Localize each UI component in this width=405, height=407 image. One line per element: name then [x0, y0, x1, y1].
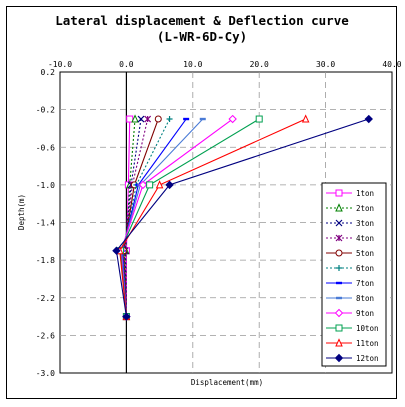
y-tick-label: 0.2: [41, 68, 56, 77]
data-point: [335, 324, 343, 332]
y-tick-label: -2.2: [36, 294, 55, 303]
data-point: [122, 312, 131, 321]
data-point: [335, 338, 343, 347]
y-tick-label: -1.8: [36, 256, 55, 265]
data-point: [336, 296, 342, 300]
x-tick-label: 20.0: [250, 60, 269, 69]
legend-item: 1ton: [326, 189, 374, 198]
legend-label: 6ton: [356, 264, 374, 273]
data-point: [228, 114, 237, 124]
x-tick-label: 40.0: [382, 60, 401, 69]
data-point: [155, 180, 164, 189]
data-point: [154, 115, 162, 123]
x-axis-label: Displacement(mm): [191, 378, 263, 387]
series-layer: [112, 114, 373, 321]
legend-label: 4ton: [356, 234, 374, 243]
y-tick-label: -0.6: [36, 143, 55, 152]
y-tick-label: -3.0: [36, 369, 55, 378]
legend-item: 3ton: [326, 219, 374, 228]
legend-label: 9ton: [356, 309, 374, 318]
legend-item: 8ton: [326, 294, 374, 303]
legend-label: 2ton: [356, 204, 374, 213]
data-point: [335, 249, 343, 257]
data-point: [334, 353, 344, 363]
legend-label: 3ton: [356, 219, 374, 228]
legend-item: 11ton: [326, 338, 379, 348]
x-tick-label: -10.0: [48, 60, 72, 69]
x-tick-label: 0.0: [119, 60, 134, 69]
legend-box: [321, 182, 387, 367]
data-point: [335, 234, 343, 242]
legend-item: 6ton: [326, 264, 374, 273]
legend-label: 11ton: [356, 339, 379, 348]
x-tick-label: 30.0: [316, 60, 335, 69]
data-point: [165, 180, 174, 190]
data-point: [335, 203, 343, 212]
legend-label: 12ton: [356, 354, 379, 363]
data-point: [335, 219, 343, 227]
series-12ton: [112, 114, 373, 321]
chart-frame: [6, 6, 397, 399]
data-point: [336, 265, 342, 271]
data-point: [146, 181, 154, 189]
data-point: [335, 189, 343, 197]
y-tick-label: -2.6: [36, 331, 55, 340]
legend-item: 9ton: [326, 308, 374, 318]
y-axis-label: Depth(m): [17, 194, 26, 230]
x-tick-label: 10.0: [183, 60, 202, 69]
tick-labels: -10.0 0.0 10.0 20.0 30.0 40.0 0.2 -0.2 -0.6 -1.0 -…: [36, 60, 402, 378]
series-line: [115, 118, 369, 317]
legend-item: 5ton: [326, 249, 374, 258]
legend-label: 8ton: [356, 294, 374, 303]
chart-subtitle: (L-WR-6D-Cy): [157, 29, 247, 44]
data-point: [166, 116, 173, 123]
legend-item: 4ton: [326, 234, 374, 243]
data-point: [126, 115, 134, 123]
chart-title: Lateral displacement & Deflection curve: [55, 13, 349, 28]
y-tick-label: -0.2: [36, 106, 55, 115]
data-point: [137, 115, 145, 123]
data-point: [144, 115, 152, 123]
data-point: [364, 114, 373, 124]
data-point: [255, 115, 263, 123]
legend: 1ton 2ton 3ton 4ton 5ton 6ton 7ton 8ton 9ton 10to…: [321, 182, 387, 367]
data-point: [336, 281, 342, 285]
data-point: [131, 114, 139, 123]
legend-item: 10ton: [326, 324, 379, 333]
data-point: [301, 114, 310, 123]
legend-label: 1ton: [356, 189, 374, 198]
series-line: [123, 118, 149, 317]
data-point: [112, 246, 121, 255]
legend-item: 2ton: [326, 203, 374, 213]
legend-label: 10ton: [356, 324, 379, 333]
legend-label: 7ton: [356, 279, 374, 288]
data-point: [334, 308, 344, 318]
legend-label: 5ton: [356, 249, 374, 258]
data-point: [183, 117, 190, 121]
data-point: [199, 117, 206, 121]
data-point: [138, 180, 148, 190]
legend-item: 7ton: [326, 279, 374, 288]
y-tick-label: -1.0: [36, 181, 55, 190]
series-line: [119, 118, 306, 317]
legend-item: 12ton: [326, 353, 379, 363]
series-line: [124, 118, 142, 317]
y-tick-label: -1.4: [36, 219, 55, 228]
